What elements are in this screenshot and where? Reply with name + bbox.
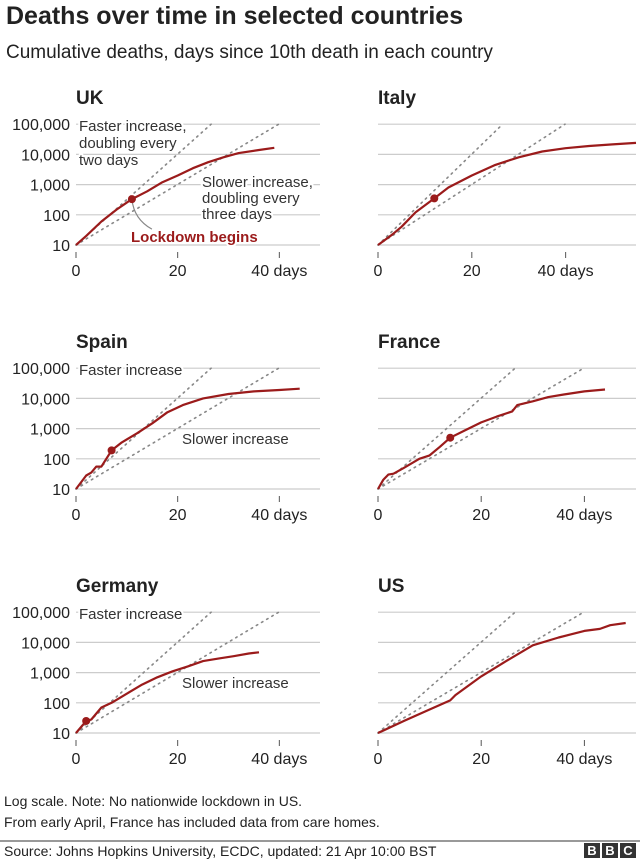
slower-increase-label: Slower increase [182, 431, 289, 448]
y-tick-label: 10 [52, 238, 70, 255]
x-tick-label: 0 [374, 507, 383, 524]
lockdown-marker [430, 194, 439, 203]
note-log-scale: Log scale. Note: No nationwide lockdown … [4, 793, 303, 809]
logo-letter: B [602, 843, 618, 858]
x-tick-label: 0 [374, 751, 383, 768]
slower-increase-label: Slower increase [182, 675, 289, 692]
x-tick-label: 40 days [538, 263, 594, 280]
logo-letter: B [584, 843, 600, 858]
y-tick-label: 100 [43, 452, 70, 469]
footer-divider [0, 840, 640, 842]
y-tick-label: 10 [52, 482, 70, 499]
y-tick-label: 100,000 [12, 117, 70, 134]
panel-title: UK [76, 88, 104, 109]
doubling-three-days-line [377, 367, 585, 490]
doubling-two-days-line [75, 611, 212, 734]
panel-france: France 0 20 40 days [374, 332, 636, 524]
x-tick-label: 40 days [251, 263, 307, 280]
deaths-line [75, 387, 300, 490]
y-tick-label: 100 [43, 696, 70, 713]
y-tick-label: 1,000 [30, 422, 70, 439]
deaths-line [377, 141, 637, 246]
bbc-logo: B B C [584, 843, 636, 858]
doubling-two-days-line [377, 611, 516, 734]
lockdown-marker [82, 716, 91, 725]
faster-increase-label: Faster increase [79, 362, 182, 379]
x-tick-label: 20 [169, 751, 187, 768]
x-tick-label: 40 days [556, 507, 612, 524]
lockdown-marker [446, 433, 455, 442]
panel-uk: UK 10 100 1,000 10,000 100,000 0 20 40 days Faste… [12, 88, 320, 280]
deaths-line [377, 388, 606, 490]
x-tick-label: 40 days [251, 751, 307, 768]
lockdown-leader-line [131, 199, 153, 230]
panel-title: France [378, 332, 440, 353]
x-tick-label: 0 [374, 263, 383, 280]
doubling-two-days-line [377, 123, 504, 246]
x-tick-label: 40 days [556, 751, 612, 768]
x-tick-label: 0 [72, 751, 81, 768]
faster-increase-label: two days [79, 152, 138, 169]
source-text: Source: Johns Hopkins University, ECDC, … [4, 843, 437, 859]
y-tick-label: 100,000 [12, 361, 70, 378]
x-tick-label: 20 [169, 507, 187, 524]
x-tick-label: 20 [472, 507, 490, 524]
x-tick-label: 0 [72, 263, 81, 280]
logo-letter: C [620, 843, 636, 858]
deaths-line [377, 621, 626, 734]
faster-increase-label: doubling every [79, 135, 177, 152]
note-france: From early April, France has included da… [4, 814, 380, 830]
slower-increase-label: Slower increase, [202, 174, 313, 191]
lockdown-marker [127, 195, 136, 204]
x-tick-label: 20 [472, 751, 490, 768]
lockdown-marker [107, 446, 116, 455]
x-tick-label: 20 [169, 263, 187, 280]
slower-increase-label: doubling every [202, 190, 300, 207]
doubling-three-days-line [377, 611, 585, 734]
deaths-line [75, 146, 275, 246]
x-tick-label: 40 days [251, 507, 307, 524]
chart-title: Deaths over time in selected countries [6, 2, 464, 30]
y-tick-label: 100,000 [12, 605, 70, 622]
chart-subtitle: Cumulative deaths, days since 10th death… [6, 42, 493, 63]
x-tick-label: 0 [72, 507, 81, 524]
y-tick-label: 1,000 [30, 178, 70, 195]
y-tick-label: 100 [43, 208, 70, 225]
lockdown-label: Lockdown begins [131, 229, 258, 246]
x-tick-label: 20 [463, 263, 481, 280]
panel-title: Italy [378, 88, 416, 109]
doubling-three-days-line [377, 123, 566, 246]
panel-title: Germany [76, 576, 159, 597]
panel-us: US 0 20 40 days [374, 576, 636, 768]
panel-title: US [378, 576, 404, 597]
panel-germany: Germany 10 100 1,000 10,000 100,000 0 20 40 days… [12, 576, 320, 768]
faster-increase-label: Faster increase, [79, 118, 187, 135]
faster-increase-label: Faster increase [79, 606, 182, 623]
slower-increase-label: three days [202, 206, 272, 223]
y-tick-label: 10 [52, 726, 70, 743]
y-tick-label: 1,000 [30, 666, 70, 683]
panel-spain: Spain 10 100 1,000 10,000 100,000 0 20 40 days Fa… [12, 332, 320, 524]
panel-title: Spain [76, 332, 128, 353]
deaths-line [75, 651, 260, 734]
y-tick-label: 10,000 [21, 391, 70, 408]
y-tick-label: 10,000 [21, 147, 70, 164]
panel-italy: Italy 0 20 40 days [374, 88, 637, 280]
y-tick-label: 10,000 [21, 635, 70, 652]
